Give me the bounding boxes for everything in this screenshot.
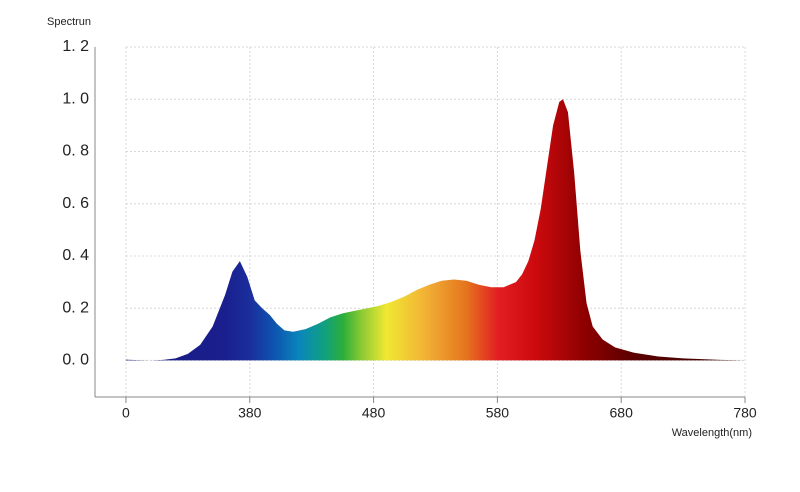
y-tick-label: 0. 4 [62,247,89,264]
y-tick-label: 0. 6 [62,195,89,212]
y-tick-label: 0. 2 [62,299,89,316]
x-tick-label: 380 [238,405,262,421]
y-tick-label: 0. 0 [62,352,89,369]
y-tick-label: 1. 2 [62,38,89,55]
x-tick-label: 480 [362,405,386,421]
y-tick-label: 0. 8 [62,143,89,160]
x-tick-label: 0 [122,405,130,421]
x-tick-label: 680 [610,405,634,421]
x-axis-label: Wavelength(nm) [672,427,752,439]
chart-title: Spectrun [47,16,91,28]
x-tick-label: 780 [733,405,757,421]
y-tick-label: 1. 0 [62,90,89,107]
plot-area: 0. 0 0. 2 0. 4 0. 6 0. 8 1. 0 1. 2 0 380 480 580 68… [62,38,757,420]
spectrum-area [125,99,745,361]
x-tick-label: 580 [486,405,510,421]
